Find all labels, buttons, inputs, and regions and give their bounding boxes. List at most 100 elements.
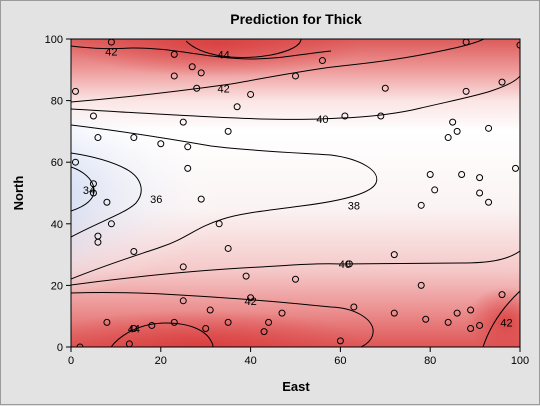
data-point bbox=[103, 198, 111, 206]
data-point bbox=[242, 272, 250, 280]
data-point bbox=[431, 186, 439, 194]
data-point bbox=[107, 220, 115, 228]
data-point bbox=[148, 321, 156, 329]
data-point bbox=[516, 41, 520, 49]
y-axis-label: North bbox=[11, 176, 26, 211]
data-point bbox=[179, 297, 187, 305]
data-point bbox=[318, 57, 326, 65]
data-point bbox=[170, 318, 178, 326]
contour-level-label: 44 bbox=[128, 324, 140, 336]
data-point bbox=[130, 248, 138, 256]
contour-line-44-bottom bbox=[110, 322, 214, 347]
data-points-layer bbox=[71, 39, 520, 347]
contour-level-label: 40 bbox=[316, 114, 328, 126]
data-point bbox=[197, 69, 205, 77]
chart-title: Prediction for Thick bbox=[230, 11, 362, 27]
contour-line-38 bbox=[71, 124, 378, 280]
data-point bbox=[247, 294, 255, 302]
contour-line-42-lower bbox=[71, 291, 374, 347]
data-point bbox=[476, 189, 484, 197]
data-point bbox=[157, 140, 165, 148]
contour-level-label: 40 bbox=[339, 259, 351, 271]
data-point bbox=[224, 244, 232, 252]
data-point bbox=[197, 195, 205, 203]
data-point bbox=[449, 118, 457, 126]
contour-level-label: 42 bbox=[244, 296, 256, 308]
data-point bbox=[341, 112, 349, 120]
low-region-west bbox=[71, 101, 381, 291]
data-point bbox=[130, 134, 138, 142]
data-point bbox=[292, 275, 299, 283]
contour-line-36 bbox=[71, 152, 142, 238]
data-point bbox=[458, 171, 466, 179]
data-point bbox=[377, 112, 385, 120]
y-tick-label: 20 bbox=[51, 280, 63, 292]
contour-level-label: 42 bbox=[105, 46, 117, 58]
data-point bbox=[89, 180, 97, 188]
data-point bbox=[94, 238, 102, 246]
data-point bbox=[188, 63, 196, 71]
data-point bbox=[381, 84, 389, 92]
contour-level-label: 34 bbox=[83, 185, 95, 197]
data-point bbox=[89, 112, 97, 120]
x-tick-label: 60 bbox=[334, 355, 346, 367]
x-axis-label: East bbox=[282, 379, 310, 394]
data-point bbox=[193, 84, 201, 92]
data-point bbox=[130, 325, 138, 333]
data-point bbox=[417, 201, 425, 209]
data-point bbox=[390, 251, 398, 259]
data-point bbox=[476, 174, 484, 182]
data-point bbox=[485, 124, 493, 132]
data-point bbox=[512, 164, 520, 172]
data-point bbox=[350, 303, 358, 311]
x-axis-ticks: 0 20 40 60 80 100 bbox=[68, 347, 529, 367]
data-point bbox=[179, 118, 187, 126]
plot-border bbox=[70, 38, 521, 348]
contour-line-40-upper bbox=[71, 75, 520, 120]
high-region-bottom-right bbox=[466, 287, 520, 347]
data-point bbox=[476, 321, 484, 329]
data-point bbox=[444, 318, 452, 326]
data-point bbox=[184, 164, 192, 172]
data-point bbox=[462, 87, 470, 95]
data-point bbox=[498, 78, 506, 86]
data-point bbox=[390, 309, 398, 317]
data-point bbox=[76, 343, 84, 347]
data-point bbox=[179, 263, 187, 271]
data-point bbox=[453, 127, 461, 135]
contour-lines bbox=[71, 39, 520, 347]
x-tick-label: 100 bbox=[511, 355, 529, 367]
data-point bbox=[224, 318, 232, 326]
data-point bbox=[170, 72, 178, 80]
data-point bbox=[103, 318, 111, 326]
data-point bbox=[345, 260, 353, 268]
data-point bbox=[247, 90, 255, 98]
contour-level-label: 36 bbox=[150, 194, 162, 206]
y-tick-label: 40 bbox=[51, 219, 63, 231]
data-point bbox=[202, 325, 210, 333]
data-point bbox=[467, 306, 475, 314]
data-point bbox=[71, 158, 79, 166]
contour-line-42-top bbox=[71, 45, 332, 60]
data-point bbox=[417, 281, 425, 289]
contour-level-label: 38 bbox=[348, 200, 360, 212]
contour-label-layer: 42 44 42 40 34 36 38 40 42 42 44 bbox=[83, 46, 513, 336]
contour-line-44-top bbox=[185, 39, 302, 58]
contour-line-42-mid-upper bbox=[71, 39, 485, 103]
contour-level-label: 42 bbox=[218, 83, 230, 95]
data-point bbox=[498, 291, 506, 299]
plot-area: 42 44 42 40 34 36 38 40 42 42 44 bbox=[71, 39, 520, 347]
data-point bbox=[206, 306, 214, 314]
data-point bbox=[224, 127, 232, 135]
data-point bbox=[89, 189, 97, 197]
data-point bbox=[453, 309, 461, 317]
data-point bbox=[94, 134, 102, 142]
high-region-bottom bbox=[71, 310, 371, 347]
contour-level-label: 44 bbox=[218, 49, 230, 61]
x-tick-label: 20 bbox=[155, 355, 167, 367]
data-point bbox=[426, 171, 434, 179]
contour-line-40-lower bbox=[71, 250, 520, 286]
contour-level-label: 42 bbox=[500, 317, 512, 329]
